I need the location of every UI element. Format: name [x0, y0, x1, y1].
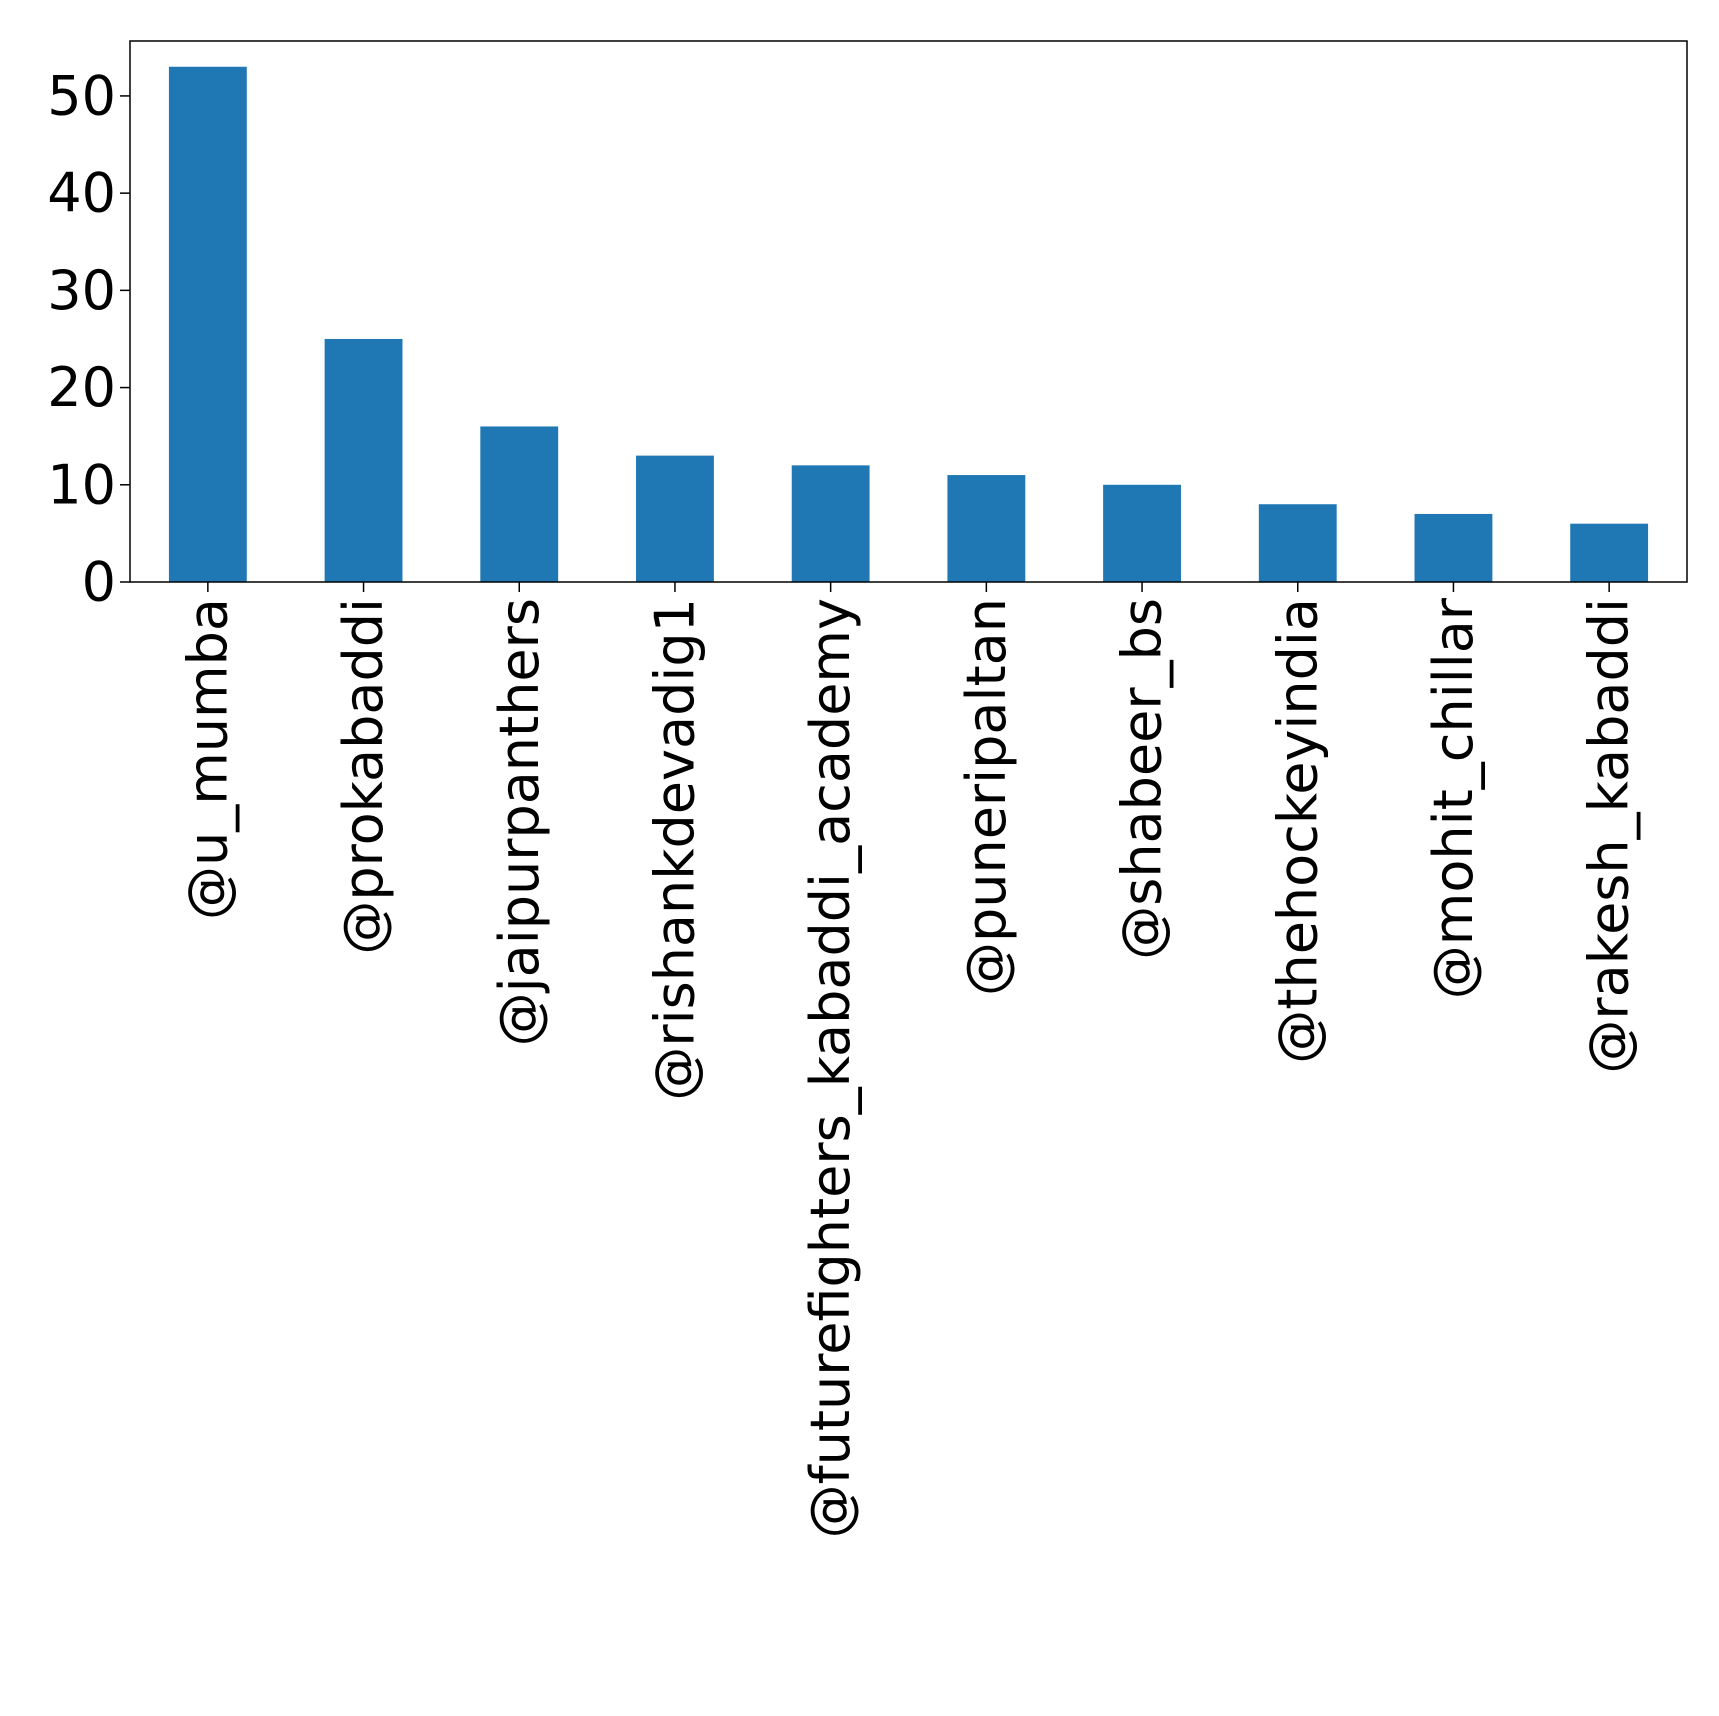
plot-frame — [129, 40, 1688, 583]
x-tick-label: @u_mumba — [176, 598, 239, 920]
bar — [791, 465, 870, 582]
y-tick-label: 30 — [47, 259, 116, 322]
bar — [168, 66, 247, 582]
bar — [1414, 513, 1493, 582]
bar — [1103, 484, 1181, 582]
y-tick-label: 0 — [82, 551, 116, 614]
x-tick-label: @rishankdevadig1 — [643, 598, 706, 1101]
y-tick-label: 10 — [47, 453, 116, 516]
x-tick-label: @mohit_chillar — [1422, 597, 1485, 999]
x-axis: @u_mumba @prokabaddi @jaipurpanthers @risha… — [176, 582, 1641, 1538]
x-tick-label: @shabeer_bs — [1111, 598, 1174, 960]
bar — [1258, 504, 1337, 582]
bar — [1570, 523, 1649, 582]
bar — [636, 455, 714, 582]
x-tick-label: @prokabaddi — [332, 598, 395, 955]
x-tick-label: @puneripaltan — [955, 598, 1018, 996]
bar — [947, 475, 1026, 582]
y-tick-label: 40 — [47, 162, 116, 225]
bars-group — [168, 66, 1649, 582]
bar — [324, 338, 403, 582]
y-axis: 0 10 20 30 40 50 — [47, 64, 130, 614]
bar — [480, 426, 559, 582]
x-tick-label: @thehockeyindia — [1266, 598, 1329, 1064]
x-tick-label: @futurefighters_kabaddi_academy — [799, 598, 862, 1538]
x-tick-label: @rakesh_kabaddi — [1578, 598, 1641, 1074]
x-tick-label: @jaipurpanthers — [488, 598, 551, 1046]
y-tick-label: 50 — [47, 64, 116, 127]
y-tick-label: 20 — [47, 356, 116, 419]
